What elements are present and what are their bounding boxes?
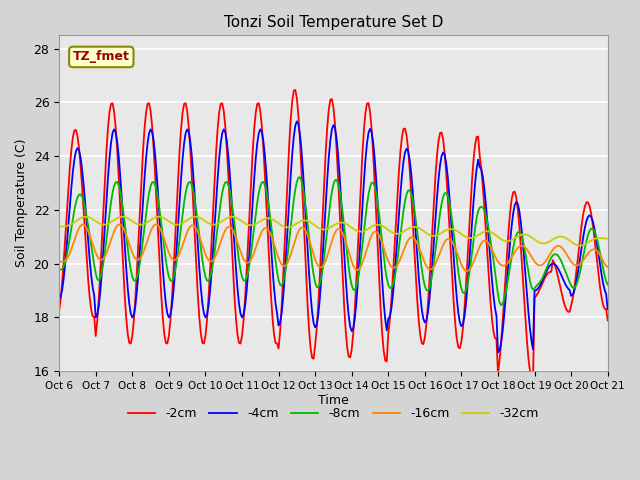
-2cm	[604, 317, 612, 323]
Line: -32cm: -32cm	[59, 217, 608, 246]
-4cm	[157, 242, 165, 248]
-16cm	[463, 268, 471, 274]
-4cm	[293, 119, 301, 124]
-2cm	[70, 128, 78, 133]
-8cm	[369, 180, 377, 185]
X-axis label: Time: Time	[318, 394, 349, 407]
-2cm	[369, 148, 377, 154]
Text: TZ_fmet: TZ_fmet	[73, 50, 130, 63]
-8cm	[157, 220, 165, 226]
-16cm	[399, 248, 407, 253]
-4cm	[604, 306, 612, 312]
-32cm	[538, 240, 546, 246]
Line: -16cm: -16cm	[59, 225, 608, 271]
-2cm	[387, 298, 395, 304]
-4cm	[399, 158, 407, 164]
Line: -8cm: -8cm	[59, 177, 608, 305]
-2cm	[291, 87, 299, 93]
-4cm	[70, 156, 78, 162]
Legend: -2cm, -4cm, -8cm, -16cm, -32cm: -2cm, -4cm, -8cm, -16cm, -32cm	[123, 402, 544, 425]
-2cm	[157, 292, 165, 298]
-4cm	[540, 275, 548, 280]
-16cm	[387, 264, 395, 269]
-8cm	[55, 267, 63, 273]
-2cm	[529, 376, 537, 382]
Line: -4cm: -4cm	[59, 121, 608, 352]
Title: Tonzi Soil Temperature Set D: Tonzi Soil Temperature Set D	[224, 15, 443, 30]
Y-axis label: Soil Temperature (C): Soil Temperature (C)	[15, 139, 28, 267]
-16cm	[604, 264, 612, 270]
-2cm	[540, 277, 548, 283]
-32cm	[399, 229, 407, 235]
-16cm	[70, 237, 78, 243]
-4cm	[494, 349, 502, 355]
-8cm	[387, 285, 395, 291]
-16cm	[159, 232, 166, 238]
-32cm	[604, 236, 612, 241]
-32cm	[577, 243, 584, 249]
-16cm	[540, 261, 548, 266]
-8cm	[70, 207, 78, 213]
-16cm	[55, 259, 63, 264]
-8cm	[540, 272, 548, 278]
-32cm	[369, 223, 377, 229]
-2cm	[399, 126, 407, 132]
-16cm	[369, 230, 377, 236]
-8cm	[296, 174, 304, 180]
-8cm	[497, 302, 505, 308]
Line: -2cm: -2cm	[59, 90, 608, 379]
-16cm	[80, 222, 88, 228]
-32cm	[118, 214, 125, 220]
-2cm	[55, 308, 63, 314]
-32cm	[387, 229, 395, 235]
-32cm	[70, 219, 78, 225]
-8cm	[399, 207, 407, 213]
-32cm	[159, 215, 166, 220]
-32cm	[55, 224, 63, 229]
-8cm	[604, 282, 612, 288]
-4cm	[387, 306, 395, 312]
-4cm	[369, 138, 377, 144]
-4cm	[55, 296, 63, 301]
